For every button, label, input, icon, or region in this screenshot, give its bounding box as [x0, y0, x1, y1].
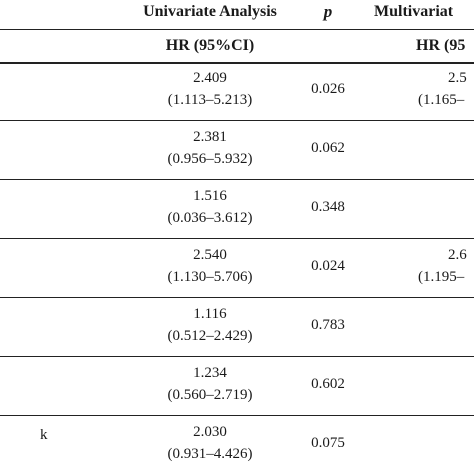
row-divider: [0, 415, 474, 416]
row-divider: [0, 238, 474, 239]
row-4-hr: 2.540: [193, 247, 227, 263]
row-4-p: 0.024: [311, 258, 345, 274]
row-7-label: k: [40, 427, 48, 443]
row-1-p: 0.026: [311, 81, 345, 97]
header-hr-ci-multivariate: HR (95: [416, 37, 466, 54]
row-2-p: 0.062: [311, 140, 345, 156]
row-7-hr: 2.030: [193, 424, 227, 440]
row-7-ci: (0.931–4.426): [167, 446, 253, 462]
row-2-ci: (0.956–5.932): [167, 151, 253, 167]
row-4-mv-ci: (1.195–: [418, 269, 465, 285]
row-5-p: 0.783: [311, 317, 345, 333]
row-divider: [0, 120, 474, 121]
row-3-hr: 1.516: [193, 188, 227, 204]
row-divider: [0, 297, 474, 298]
row-5-ci: (0.512–2.429): [167, 328, 253, 344]
row-1-hr: 2.409: [193, 70, 227, 86]
header-bottom-rule: [0, 62, 474, 64]
header-univariate: Univariate Analysis: [143, 3, 277, 20]
row-1-ci: (1.113–5.213): [167, 92, 253, 108]
row-6-p: 0.602: [311, 376, 345, 392]
row-1-mv-ci: (1.165–: [418, 92, 465, 108]
row-divider: [0, 356, 474, 357]
header-p: p: [323, 2, 333, 21]
row-1-mv-hr: 2.5: [448, 70, 467, 86]
row-4-mv-hr: 2.6: [448, 247, 467, 263]
header-divider: [0, 29, 474, 30]
row-4-ci: (1.130–5.706): [167, 269, 253, 285]
row-3-p: 0.348: [311, 199, 345, 215]
row-6-ci: (0.560–2.719): [167, 387, 253, 403]
row-6-hr: 1.234: [193, 365, 227, 381]
row-2-hr: 2.381: [193, 129, 227, 145]
header-multivariate: Multivariat: [374, 3, 454, 20]
row-divider: [0, 179, 474, 180]
header-hr-ci: HR (95%CI): [165, 37, 255, 54]
row-5-hr: 1.116: [193, 306, 227, 322]
row-3-ci: (0.036–3.612): [167, 210, 253, 226]
row-7-p: 0.075: [311, 435, 345, 451]
